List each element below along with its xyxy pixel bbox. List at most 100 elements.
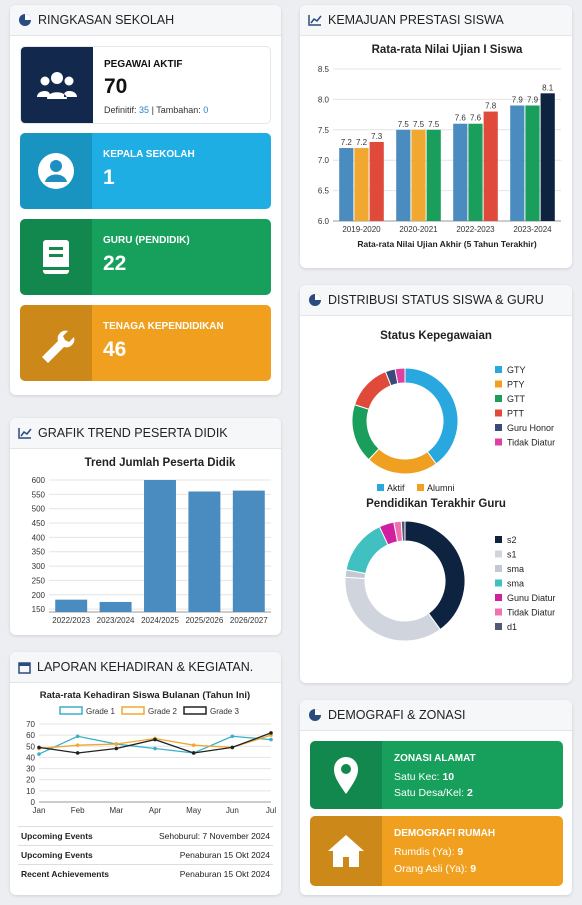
bar [396, 129, 411, 221]
y-tick-label: 600 [32, 476, 46, 485]
icon [18, 661, 31, 674]
donut-slice [345, 526, 389, 575]
y-tick-label: 550 [32, 490, 46, 499]
x-tick-label: 2023-2024 [513, 225, 552, 234]
item-label: Rumdis (Ya): [394, 846, 455, 858]
icon [42, 330, 75, 363]
value-label: 7.3 [371, 132, 383, 141]
legend-swatch [495, 395, 502, 402]
x-tick-label: May [186, 806, 201, 815]
value-label: 7.2 [341, 138, 353, 147]
chart-title: Pendidikan Terakhir Guru [366, 498, 506, 510]
card-icon [20, 133, 92, 209]
cell: Sehoburul: 7 November 2024 [131, 826, 273, 846]
cell: Upcoming Events [18, 845, 132, 865]
legend-label: Grade 1 [86, 707, 115, 716]
demografi-card: DEMOGRAFI RUMAH Rumdis (Ya): 9 Orang Asl… [310, 816, 563, 886]
card-item: Satu Desa/Kel: 2 [394, 787, 473, 799]
value-label: 7.2 [356, 138, 368, 147]
x-tick-label: Apr [149, 806, 162, 815]
y-tick-label: 150 [32, 605, 46, 614]
table-row: Upcoming Events Sehoburul: 7 November 202… [18, 826, 273, 846]
x-axis-label: Rata-rata Nilai Ujian Akhir (5 Tahun Ter… [357, 239, 536, 249]
y-tick-label: 450 [32, 519, 46, 528]
point [191, 743, 196, 747]
card-icon [310, 741, 382, 809]
summary-panel: RINGKASAN SEKOLAH PEGAWAI AKTIF 70 Defin… [10, 5, 281, 395]
table-row: Recent Achievements Penaburan 15 Okt 2024 [18, 864, 273, 883]
legend-label: GTY [507, 365, 526, 375]
legend-label: Gunu Diatur [507, 593, 556, 603]
trend-chart: Trend Jumlah Peserta Didik 150 200 250 300 35… [32, 457, 271, 625]
y-tick-label: 400 [32, 533, 46, 542]
y-tick-label: 6.0 [318, 217, 330, 226]
point [114, 742, 119, 746]
value-label: 7.9 [512, 95, 524, 104]
value-label: 7.5 [413, 120, 425, 129]
panel-title: DEMOGRAFI & ZONASI [328, 708, 466, 722]
point [191, 751, 196, 755]
legend-label: Alumni [427, 483, 455, 493]
x-tick-label: 2026/2027 [230, 616, 268, 625]
summary-card: TENAGA KEPENDIDIKAN 46 [20, 305, 271, 381]
x-tick-label: Jun [226, 806, 239, 815]
card-icon [20, 305, 92, 381]
y-tick-label: 0 [31, 798, 36, 807]
x-tick-label: 2023/2024 [97, 616, 135, 625]
attendance-panel: LAPORAN KEHADIRAN & KEGIATAN. Rata-rata … [10, 652, 281, 895]
item-value: 9 [457, 846, 464, 858]
icon [19, 14, 31, 26]
icon [309, 709, 321, 721]
point [269, 737, 273, 742]
y-tick-label: 6.5 [318, 187, 330, 196]
summary-card: PEGAWAI AKTIF 70 Definitif: 35 | Tambaha… [20, 46, 271, 124]
legend-swatch [495, 608, 502, 616]
bar [426, 129, 441, 221]
distribution-panel: DISTRIBUSI STATUS SISWA & GURU Status Ke… [300, 285, 572, 683]
panel-title: DISTRIBUSI STATUS SISWA & GURU [328, 293, 544, 307]
chart-title: Status Kepegawaian [380, 330, 492, 342]
donut-slice [368, 447, 437, 475]
card-value: 22 [103, 252, 127, 275]
card-item: Satu Kec: 10 [394, 771, 454, 783]
donut-slice [353, 371, 392, 410]
point [75, 751, 80, 755]
icon [328, 835, 364, 867]
card-details: Definitif: 35 | Tambahan: 0 [104, 105, 208, 115]
x-tick-label: 2024/2025 [141, 616, 179, 625]
card-title: DEMOGRAFI RUMAH [394, 828, 496, 839]
donut-slice [404, 367, 459, 465]
detail-label: Definitif: [104, 105, 137, 115]
legend-label: Tidak Diatur [507, 438, 555, 448]
legend-label: PTY [507, 380, 525, 390]
value-label: 7.5 [398, 120, 410, 129]
y-tick-label: 50 [26, 742, 35, 751]
icon [334, 757, 358, 794]
cell: Penaburan 15 Okt 2024 [131, 845, 273, 865]
card-item: Orang Asli (Ya): 9 [394, 863, 476, 875]
cell: Recent Achievements [18, 864, 132, 883]
x-tick-label: Feb [71, 806, 85, 815]
legend-swatch [495, 438, 502, 446]
panel-title: KEMAJUAN PRESTASI SISWA [328, 13, 504, 27]
chart-title: Rata-rata Nilai Ujian I Siswa [372, 44, 523, 56]
y-tick-label: 70 [26, 720, 35, 729]
legend-label: sma [507, 579, 524, 589]
bar [339, 148, 354, 221]
bar [483, 111, 498, 221]
table: Upcoming Events Sehoburul: 7 November 202… [18, 826, 273, 883]
y-tick-label: 8.0 [318, 95, 330, 104]
value-label: 8.1 [542, 83, 554, 92]
detail-label: Tambahan: [156, 105, 201, 115]
value-label: 7.8 [485, 102, 497, 111]
y-tick-label: 7.0 [318, 156, 330, 165]
legend-swatch [495, 594, 502, 601]
y-tick-label: 350 [32, 548, 46, 557]
donut-slice [400, 520, 406, 542]
point [153, 737, 157, 742]
card-icon [21, 47, 93, 123]
demografi-panel: DEMOGRAFI & ZONASI ZONASI ALAMAT Satu Ke… [300, 700, 572, 895]
panel-header: RINGKASAN SEKOLAH [10, 5, 281, 36]
panel-header: LAPORAN KEHADIRAN & KEGIATAN. [10, 652, 281, 683]
